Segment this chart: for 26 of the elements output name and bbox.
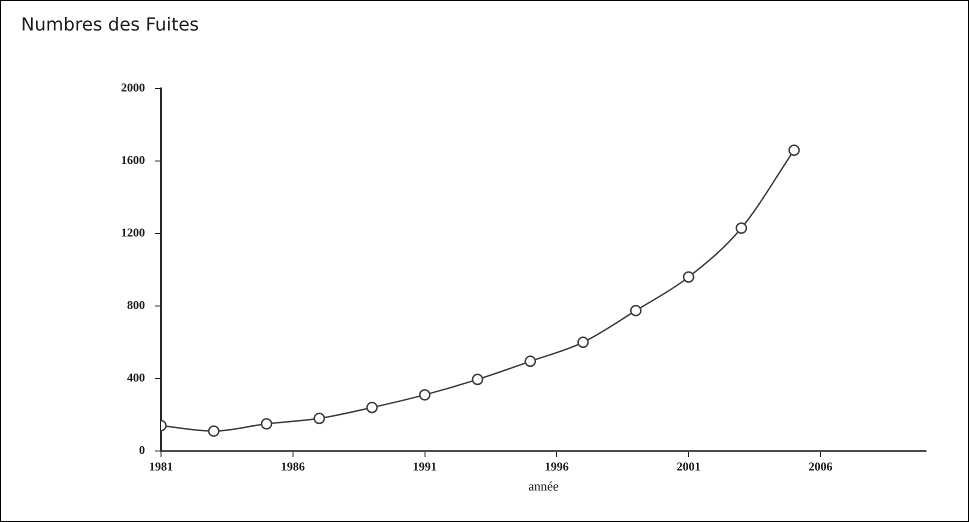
point	[260, 418, 272, 430]
x-tick-label: 1991	[412, 459, 437, 474]
point	[366, 402, 378, 414]
x-tick-label: 2006	[808, 459, 832, 474]
point	[419, 389, 431, 401]
point	[682, 271, 694, 283]
y-tick-label: 2000	[121, 80, 145, 95]
point	[630, 304, 642, 316]
x-axis-title: année	[528, 478, 559, 494]
y-tick-label: 0	[139, 443, 145, 458]
point	[524, 356, 536, 368]
y-tick-label: 800	[127, 298, 145, 312]
y-tick-label: 1200	[121, 226, 145, 240]
x-tick-label: 1986	[280, 459, 305, 474]
y-tick-label: 1600	[121, 153, 145, 168]
x-tick-label: 2001	[676, 459, 701, 474]
point	[208, 425, 220, 437]
chart-title: Numbres des Fuites	[21, 14, 199, 36]
x-tick-label: 1996	[544, 459, 569, 474]
y-tick-label: 400	[127, 370, 145, 385]
point	[788, 144, 800, 156]
point	[472, 374, 484, 386]
point	[736, 222, 748, 234]
point	[314, 412, 326, 424]
x-tick-label: 1981	[149, 459, 173, 474]
point	[577, 336, 589, 348]
